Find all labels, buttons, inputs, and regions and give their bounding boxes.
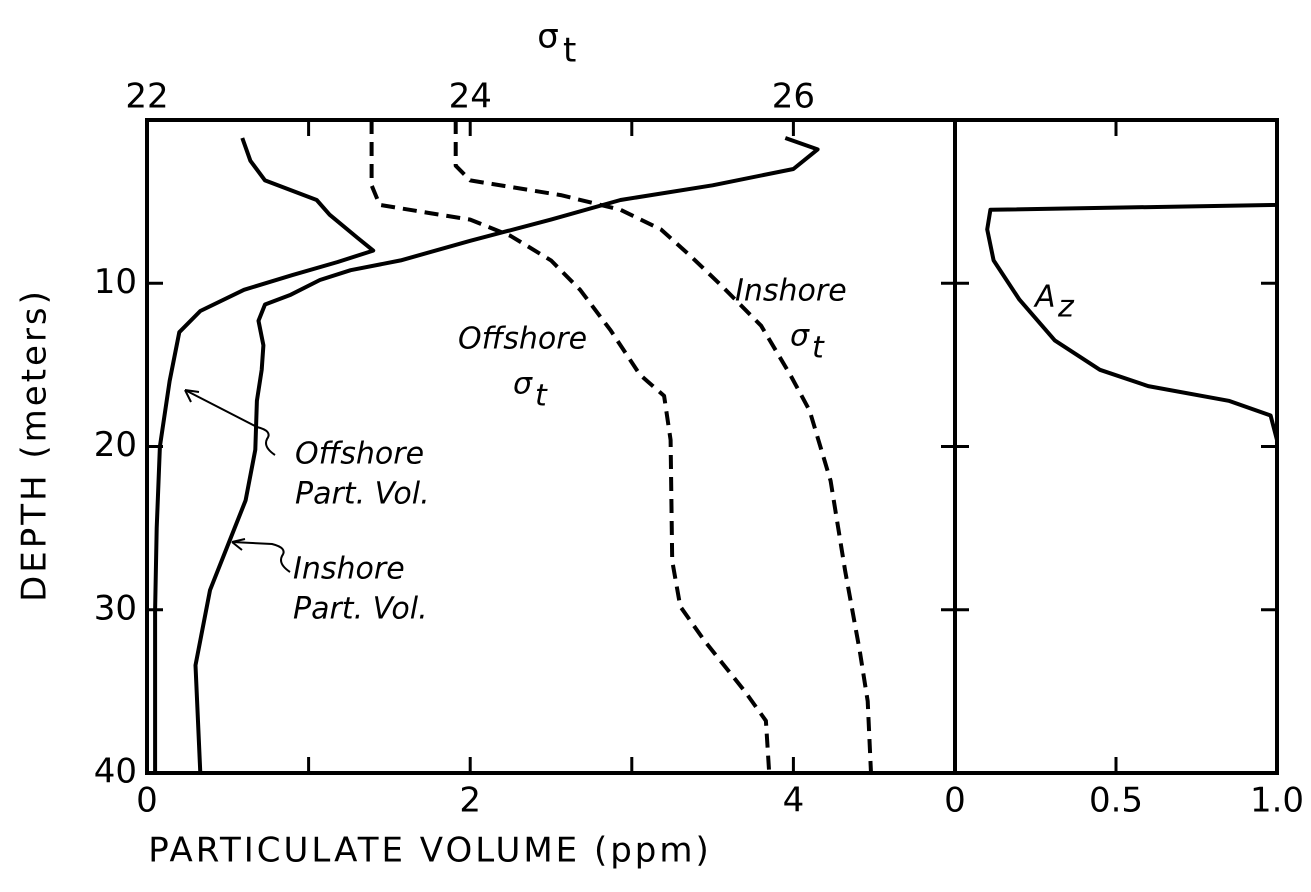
panel2-x-tick-label: 1.0: [1250, 781, 1304, 821]
annotation: Offshore: [295, 437, 424, 472]
y-tick-label: 40: [94, 752, 137, 792]
annotation: Part. Vol.: [293, 592, 428, 627]
series-line: [369, 120, 772, 774]
annotation: Offshore: [458, 322, 587, 357]
series-label-sub: z: [1057, 290, 1075, 325]
annotation-subscript: t: [535, 379, 548, 414]
x2-tick-label: 24: [449, 77, 492, 117]
y-tick-label: 10: [94, 262, 137, 302]
y-tick-label: 30: [94, 588, 137, 628]
arrowhead: [184, 389, 200, 403]
series-line: [453, 120, 873, 774]
x2-tick-label: 22: [125, 77, 168, 117]
annotation-subscript: t: [812, 331, 825, 366]
series-line: [985, 120, 1279, 773]
x2-axis-label: σ: [537, 17, 559, 57]
y-axis-label: DEPTH (meters): [15, 288, 55, 602]
pointer: [184, 389, 276, 456]
panel2-x-tick-label: 0: [944, 781, 966, 821]
panel2-x-tick-label: 0.5: [1089, 781, 1143, 821]
y-tick-label: 20: [94, 425, 137, 465]
right-panel-frame: [953, 118, 1279, 775]
x-tick-label: 0: [136, 781, 158, 821]
x-tick-label: 2: [459, 781, 481, 821]
x-tick-label: 4: [783, 781, 805, 821]
arrowhead: [231, 538, 246, 551]
series-line: [153, 137, 376, 773]
annotation: Inshore: [735, 274, 847, 309]
annotation: Part. Vol.: [295, 477, 430, 512]
series-line: [193, 136, 820, 774]
annotation-symbol: σ: [790, 319, 810, 354]
series-label: A: [1033, 280, 1056, 315]
x2-tick-label: 26: [772, 77, 815, 117]
x2-axis-label-sub: t: [563, 31, 576, 71]
annotation: Inshore: [293, 552, 405, 587]
annotation-symbol: σ: [513, 367, 533, 402]
pointer: [231, 541, 291, 573]
x-axis-label: PARTICULATE VOLUME (ppm): [148, 831, 712, 871]
